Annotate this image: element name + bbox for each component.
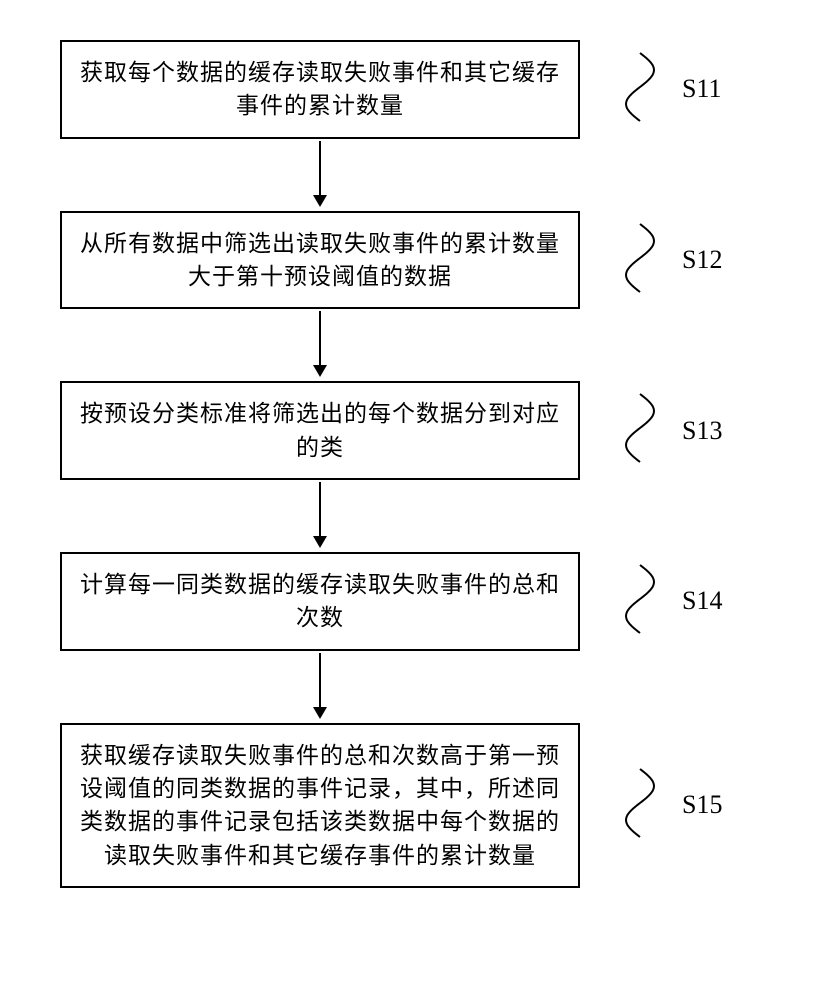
arrow-row [60,139,768,211]
flow-step-box: 计算每一同类数据的缓存读取失败事件的总和次数 [60,552,580,651]
flow-step-box: 按预设分类标准将筛选出的每个数据分到对应的类 [60,381,580,480]
flow-step-row: 计算每一同类数据的缓存读取失败事件的总和次数 S14 [60,552,768,651]
step-id-label: S12 [682,245,742,275]
step-id-label: S11 [682,74,742,104]
flow-step-box: 获取缓存读取失败事件的总和次数高于第一预设阈值的同类数据的事件记录，其中，所述同… [60,723,580,888]
arrow-row [60,309,768,381]
step-id-label: S15 [682,790,742,820]
arrow-row [60,480,768,552]
down-arrow [60,651,580,723]
flow-step-box: 获取每个数据的缓存读取失败事件和其它缓存事件的累计数量 [60,40,580,139]
down-arrow [60,480,580,552]
flow-step-row: 获取缓存读取失败事件的总和次数高于第一预设阈值的同类数据的事件记录，其中，所述同… [60,723,768,888]
flow-step-row: 按预设分类标准将筛选出的每个数据分到对应的类 S13 [60,381,768,480]
wave-connector [610,43,670,136]
down-arrow [60,139,580,211]
flow-step-box: 从所有数据中筛选出读取失败事件的累计数量大于第十预设阈值的数据 [60,211,580,310]
flow-step-row: 获取每个数据的缓存读取失败事件和其它缓存事件的累计数量 S11 [60,40,768,139]
flow-step-row: 从所有数据中筛选出读取失败事件的累计数量大于第十预设阈值的数据 S12 [60,211,768,310]
arrow-row [60,651,768,723]
step-id-label: S14 [682,586,742,616]
step-id-label: S13 [682,416,742,446]
wave-connector [610,759,670,852]
down-arrow [60,309,580,381]
wave-connector [610,555,670,648]
wave-connector [610,214,670,307]
wave-connector [610,384,670,477]
flowchart-container: 获取每个数据的缓存读取失败事件和其它缓存事件的累计数量 S11 从所有数据中筛选出读… [60,40,768,888]
